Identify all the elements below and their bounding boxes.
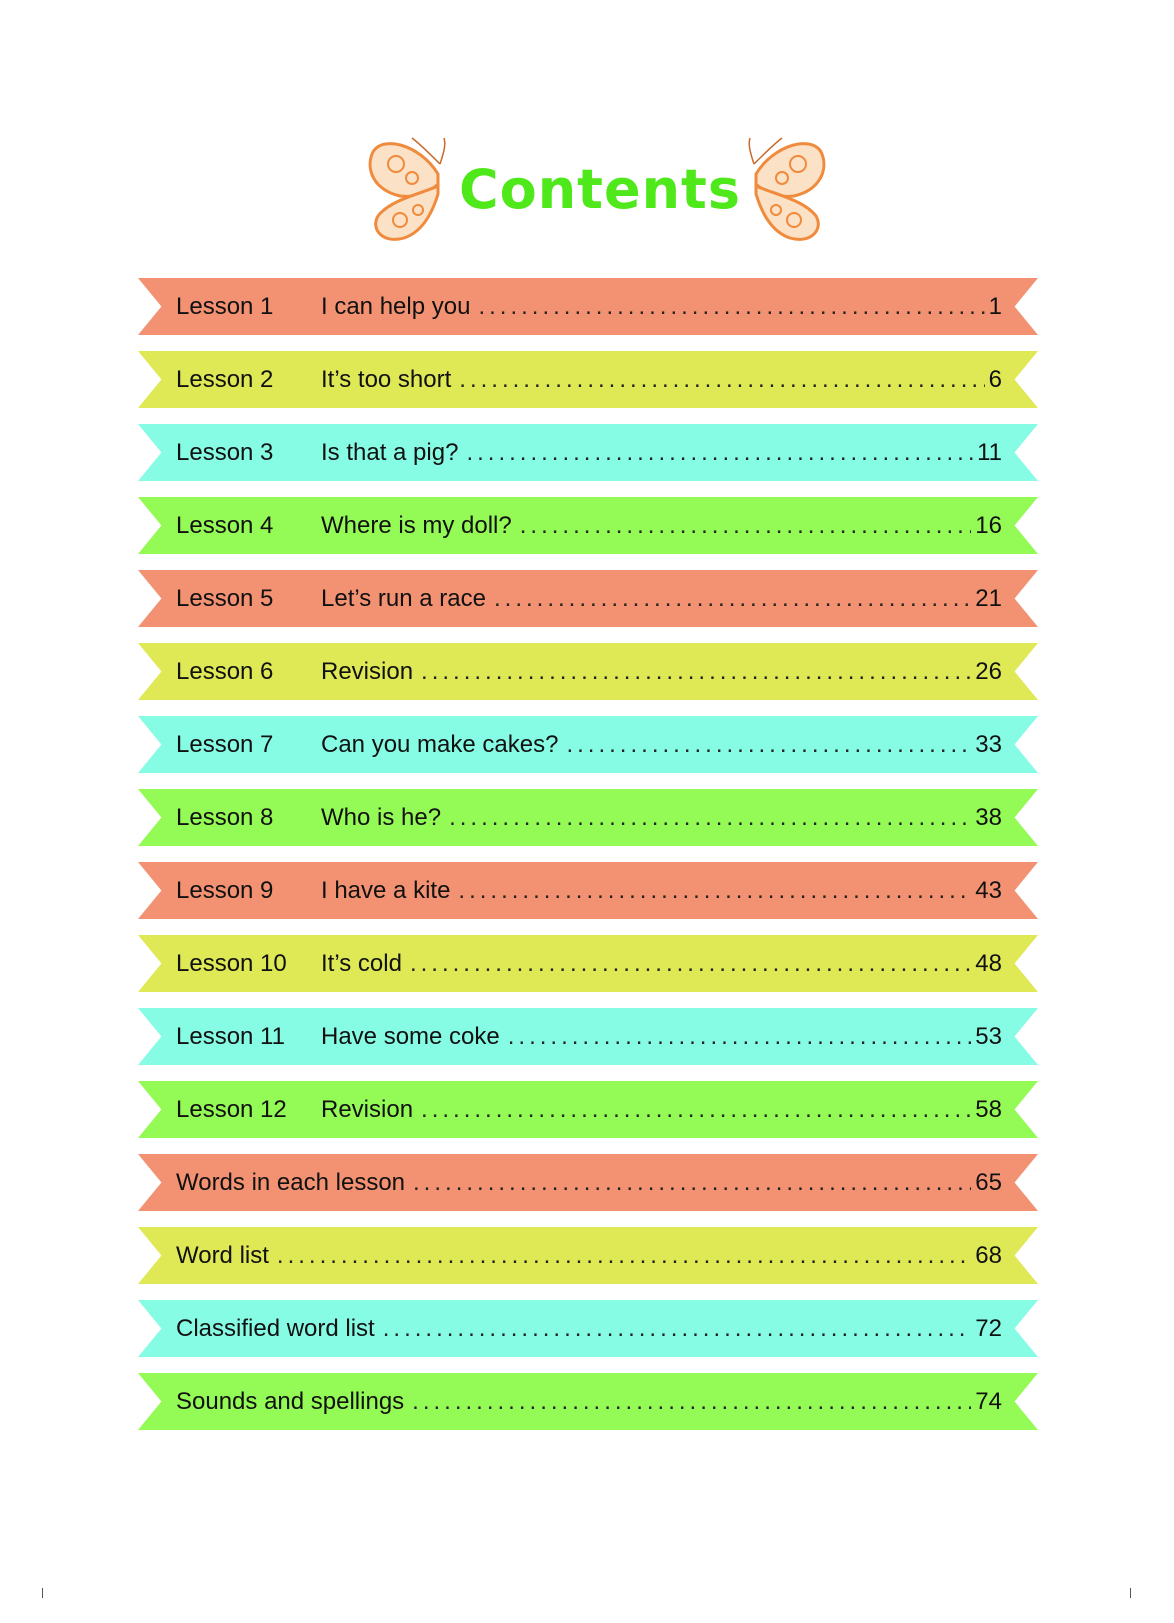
toc-entry[interactable]: Word list 68	[138, 1227, 1038, 1284]
toc-entry[interactable]: Lesson 12 Revision 58	[138, 1081, 1038, 1138]
crop-mark	[42, 1588, 43, 1598]
toc-entry[interactable]: Sounds and spellings 74	[138, 1373, 1038, 1430]
butterfly-icon	[748, 137, 826, 241]
page-number: 58	[975, 1095, 1002, 1123]
entry-title: It’s too short	[321, 365, 452, 393]
dot-leader	[410, 950, 971, 978]
toc-entry[interactable]: Lesson 1 I can help you 1	[138, 278, 1038, 335]
lesson-number: Lesson 2	[176, 365, 274, 393]
page-number: 26	[975, 657, 1002, 685]
dot-leader	[421, 658, 971, 686]
dot-leader	[383, 1315, 972, 1343]
lesson-number: Lesson 10	[176, 949, 287, 977]
lesson-number: Lesson 5	[176, 584, 274, 612]
toc-entry[interactable]: Lesson 2 It’s too short 6	[138, 351, 1038, 408]
entry-title: Can you make cakes?	[321, 730, 559, 758]
toc-entry[interactable]: Lesson 6 Revision 26	[138, 643, 1038, 700]
dot-leader	[478, 293, 984, 321]
lesson-number: Lesson 12	[176, 1095, 287, 1123]
dot-leader	[508, 1023, 972, 1051]
page-number: 68	[975, 1241, 1002, 1269]
dot-leader	[459, 366, 984, 394]
page-number: 48	[975, 949, 1002, 977]
toc-entry[interactable]: Lesson 4 Where is my doll? 16	[138, 497, 1038, 554]
dot-leader	[458, 877, 971, 905]
page-number: 1	[988, 292, 1002, 320]
dot-leader	[520, 512, 972, 540]
entry-title: Revision	[321, 657, 414, 685]
entry-title: I have a kite	[321, 876, 451, 904]
dot-leader	[466, 439, 973, 467]
crop-mark	[1130, 1588, 1131, 1598]
dot-leader	[413, 1169, 971, 1197]
toc-entry[interactable]: Classified word list 72	[138, 1300, 1038, 1357]
dot-leader	[449, 804, 971, 832]
entry-title: Who is he?	[321, 803, 442, 831]
page-number: 65	[975, 1168, 1002, 1196]
page-number: 21	[975, 584, 1002, 612]
dot-leader	[494, 585, 971, 613]
lesson-number: Lesson 3	[176, 438, 274, 466]
butterfly-icon	[368, 137, 446, 241]
lesson-number: Lesson 8	[176, 803, 274, 831]
lesson-number: Lesson 6	[176, 657, 274, 685]
lesson-number: Lesson 7	[176, 730, 274, 758]
entry-title: Sounds and spellings	[176, 1387, 405, 1415]
page-number: 38	[975, 803, 1002, 831]
page-number: 33	[975, 730, 1002, 758]
toc-entry[interactable]: Lesson 10 It’s cold 48	[138, 935, 1038, 992]
entry-title: Word list	[176, 1241, 269, 1269]
lesson-number: Lesson 1	[176, 292, 274, 320]
toc-entry[interactable]: Words in each lesson 65	[138, 1154, 1038, 1211]
toc-entry[interactable]: Lesson 5 Let’s run a race 21	[138, 570, 1038, 627]
contents-header: Contents	[360, 128, 840, 248]
entry-title: Revision	[321, 1095, 414, 1123]
entry-title: Words in each lesson	[176, 1168, 406, 1196]
lesson-number: Lesson 9	[176, 876, 274, 904]
page-number: 53	[975, 1022, 1002, 1050]
page-title: Contents	[458, 158, 741, 221]
entry-title: It’s cold	[321, 949, 402, 977]
page-number: 16	[975, 511, 1002, 539]
toc-entry[interactable]: Lesson 7 Can you make cakes? 33	[138, 716, 1038, 773]
entry-title: Is that a pig?	[321, 438, 459, 466]
entry-title: Let’s run a race	[321, 584, 486, 612]
lesson-number: Lesson 11	[176, 1022, 285, 1050]
page-number: 43	[975, 876, 1002, 904]
entry-title: Classified word list	[176, 1314, 375, 1342]
entry-title: I can help you	[321, 292, 471, 320]
table-of-contents: Lesson 1 I can help you 1 Lesson 2 It’s too …	[138, 278, 1038, 1446]
lesson-number: Lesson 4	[176, 511, 274, 539]
dot-leader	[412, 1388, 971, 1416]
dot-leader	[277, 1242, 971, 1270]
page-number: 74	[975, 1387, 1002, 1415]
dot-leader	[421, 1096, 971, 1124]
dot-leader	[566, 731, 971, 759]
page-number: 11	[977, 438, 1002, 466]
toc-entry[interactable]: Lesson 3 Is that a pig? 11	[138, 424, 1038, 481]
toc-entry[interactable]: Lesson 8 Who is he? 38	[138, 789, 1038, 846]
toc-entry[interactable]: Lesson 9 I have a kite 43	[138, 862, 1038, 919]
entry-title: Where is my doll?	[321, 511, 512, 539]
entry-title: Have some coke	[321, 1022, 500, 1050]
page-number: 72	[975, 1314, 1002, 1342]
toc-entry[interactable]: Lesson 11 Have some coke 53	[138, 1008, 1038, 1065]
page-number: 6	[988, 365, 1002, 393]
